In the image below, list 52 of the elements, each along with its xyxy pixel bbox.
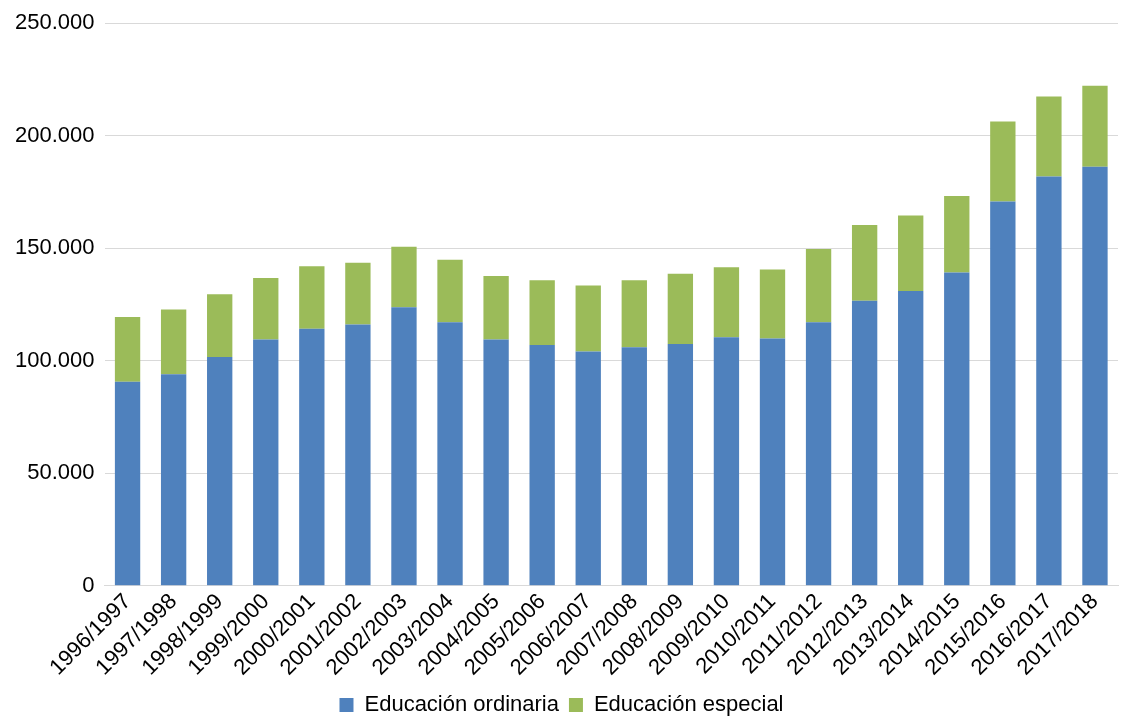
bar bbox=[805, 248, 832, 323]
bar bbox=[299, 328, 325, 586]
y-tick-label: 150.000 bbox=[14, 234, 95, 260]
bar bbox=[621, 347, 647, 586]
bar bbox=[1036, 96, 1062, 177]
bar bbox=[391, 246, 417, 308]
bar bbox=[667, 343, 694, 586]
bar bbox=[391, 307, 417, 586]
bar bbox=[759, 338, 786, 586]
bar bbox=[990, 121, 1016, 202]
bar bbox=[345, 262, 371, 325]
bar bbox=[483, 275, 509, 340]
bar bbox=[1036, 176, 1062, 586]
bar bbox=[898, 291, 924, 586]
y-tick-label: 250.000 bbox=[14, 9, 95, 35]
bar bbox=[299, 266, 325, 329]
bar bbox=[621, 280, 647, 348]
legend-label: Educación ordinaria bbox=[364, 691, 560, 717]
bar bbox=[990, 201, 1016, 586]
bar bbox=[944, 272, 970, 586]
y-tick-label: 100.000 bbox=[14, 346, 95, 372]
bar bbox=[1082, 85, 1108, 167]
y-tick-label: 0 bbox=[82, 571, 95, 597]
bar bbox=[944, 196, 970, 273]
bar bbox=[253, 277, 279, 340]
bar bbox=[483, 339, 509, 586]
bar bbox=[529, 280, 555, 346]
bar bbox=[345, 324, 371, 586]
y-tick-label: 200.000 bbox=[14, 121, 95, 147]
bar bbox=[898, 215, 924, 291]
bar bbox=[437, 259, 463, 323]
legend-label: Educación especial bbox=[593, 691, 784, 717]
bar bbox=[529, 345, 555, 586]
bar bbox=[575, 351, 601, 586]
bar bbox=[851, 300, 878, 586]
bar bbox=[805, 322, 832, 586]
bar bbox=[851, 225, 878, 301]
bar bbox=[160, 309, 187, 375]
bar bbox=[713, 267, 740, 338]
bar bbox=[114, 381, 141, 586]
bar bbox=[713, 337, 740, 586]
bar bbox=[575, 285, 601, 352]
bar bbox=[759, 269, 786, 339]
bar bbox=[207, 294, 233, 357]
bar bbox=[667, 273, 694, 344]
bar bbox=[207, 356, 233, 586]
bar bbox=[1082, 166, 1108, 586]
bar bbox=[253, 339, 279, 586]
y-tick-label: 50.000 bbox=[27, 459, 95, 485]
bar bbox=[437, 322, 463, 586]
bar bbox=[114, 316, 141, 382]
bar bbox=[160, 374, 187, 586]
